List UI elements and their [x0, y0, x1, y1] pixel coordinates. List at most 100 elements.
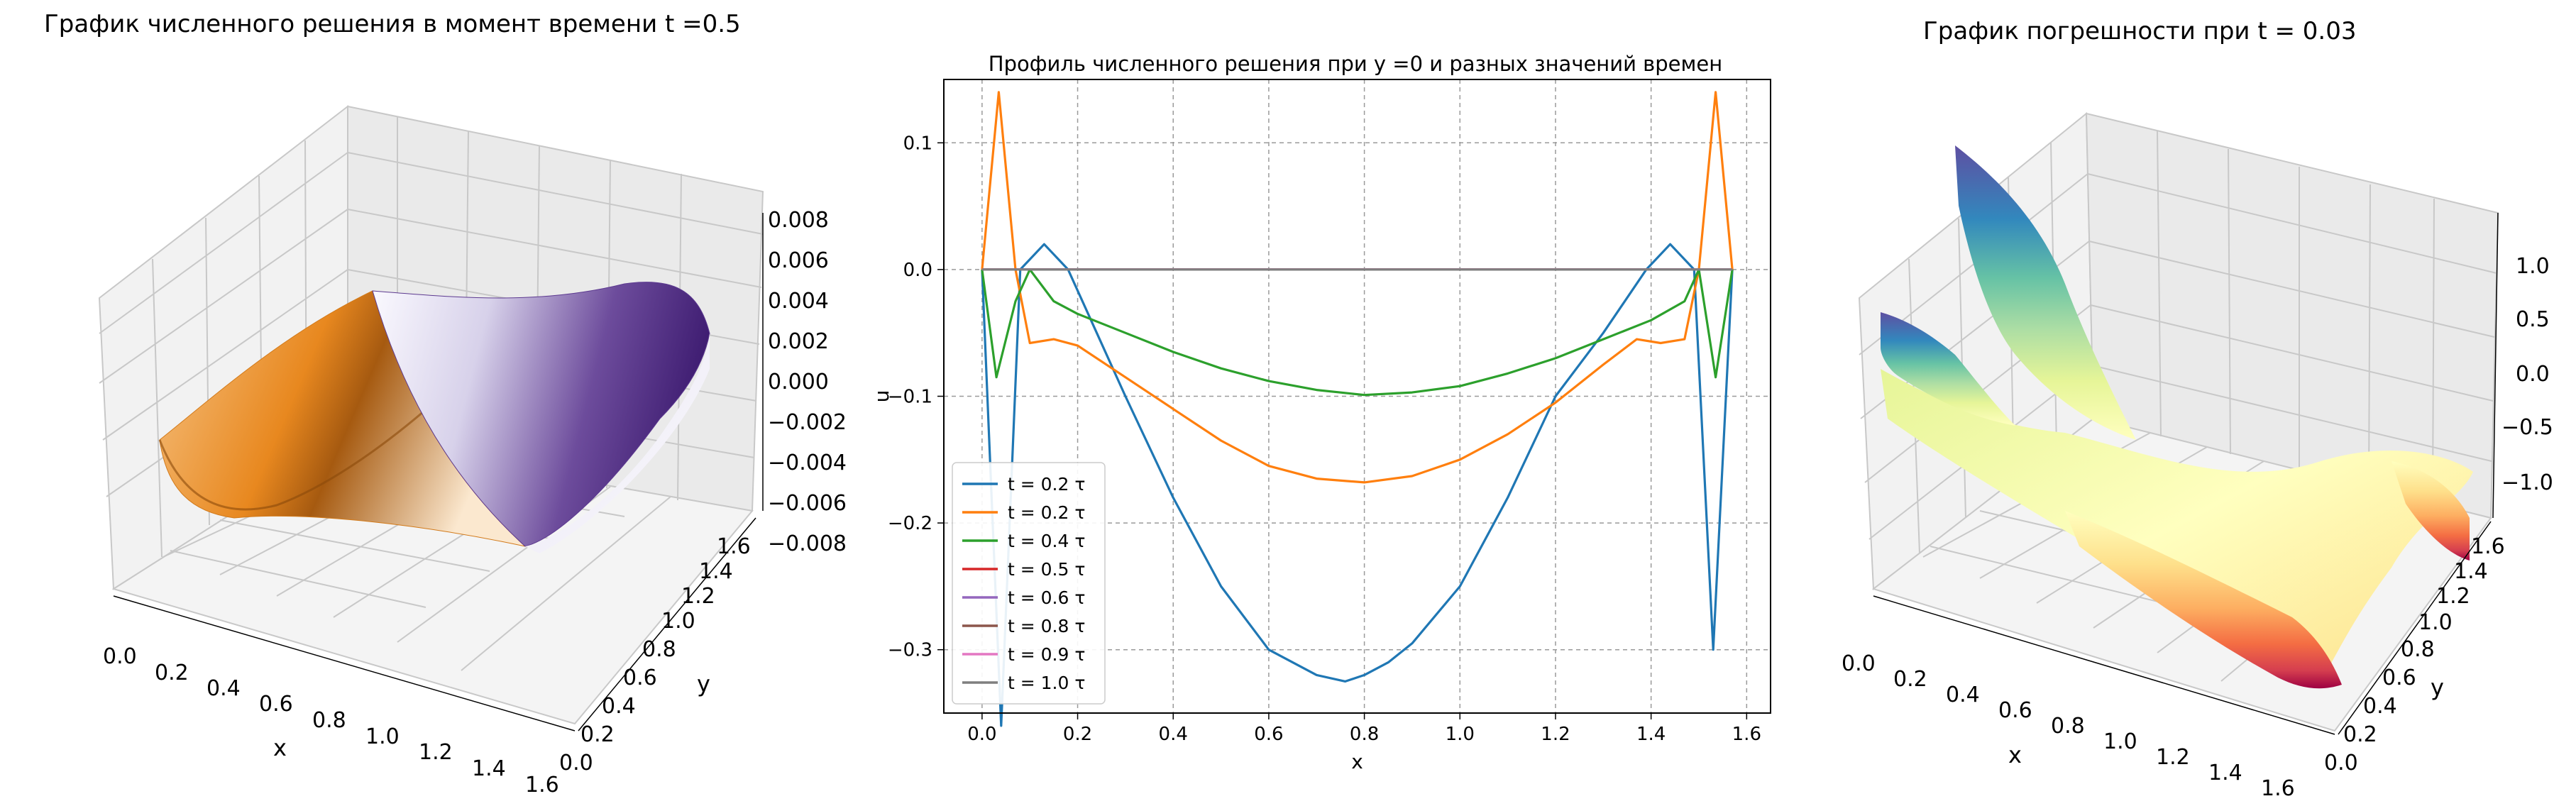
left-y-tick-label: 1.0 [661, 609, 695, 634]
chart-title: Профиль численного решения при y =0 и ра… [989, 52, 1722, 76]
x-tick-label: 1.6 [1732, 724, 1761, 745]
legend-label: t = 0.6 τ [1008, 587, 1085, 608]
left-y-tick-label: 1.2 [681, 584, 715, 609]
right-x-tick-label: 0.4 [1946, 683, 1980, 707]
left-z-tick-label: 0.002 [768, 329, 829, 354]
left-x-axis-label: x [273, 734, 287, 761]
left-y-axis-label: y [697, 670, 710, 697]
y-axis-label: u [870, 390, 893, 403]
right-y-tick-label: 0.6 [2382, 666, 2416, 690]
chart-series [981, 91, 1734, 727]
left-x-tick-label: 1.2 [419, 740, 453, 765]
right-z-tick-label: 1.0 [2516, 254, 2550, 279]
right-z-axis: 1.0 0.5 0.0 −0.5 −1.0 [2492, 212, 2553, 519]
right-y-tick-label: 0.0 [2324, 751, 2358, 775]
right-y-axis-label: y [2431, 674, 2444, 701]
right-3d-plot: 1.0 0.5 0.0 −0.5 −1.0 0.0 0.2 0.4 0.6 0.… [1842, 111, 2553, 801]
right-z-tick-label: −0.5 [2501, 415, 2553, 440]
left-y-tick-label: 0.0 [559, 751, 593, 775]
chart-ticks: 0.0 0.2 0.4 0.6 0.8 1.0 1.2 1.4 1.6 0.1 0.0 −0.1 −0.… [888, 133, 1761, 745]
right-surface [1881, 145, 2473, 689]
series-line-2 [981, 268, 1734, 397]
right-z-tick-label: 0.5 [2516, 307, 2550, 332]
x-tick-label: 0.6 [1254, 724, 1283, 745]
series-line-1 [981, 91, 1734, 484]
legend-label: t = 0.4 τ [1008, 531, 1085, 551]
right-x-tick-label: 1.0 [2103, 729, 2137, 754]
right-y-tick-label: 1.4 [2454, 559, 2488, 584]
left-x-axis: 0.0 0.2 0.4 0.6 0.8 1.0 1.2 1.4 1.6 x [103, 595, 576, 797]
x-tick-label: 0.0 [967, 724, 996, 745]
left-surface-purple-lobe [372, 282, 710, 547]
left-y-axis: 0.0 0.2 0.4 0.6 0.8 1.0 1.2 1.4 1.6 y [559, 517, 756, 775]
profile-line-chart: Профиль численного решения при y =0 и ра… [870, 52, 1771, 773]
legend: t = 0.2 τ t = 0.2 τ t = 0.4 τ t = 0.5 τ t = … [952, 462, 1106, 705]
left-3d-plot: 0.008 0.006 0.004 0.002 0.000 −0.002 −0.… [98, 104, 847, 797]
right-y-tick-label: 1.6 [2471, 534, 2505, 559]
y-tick-label: −0.2 [888, 513, 932, 534]
left-x-tick-label: 0.6 [259, 692, 293, 717]
right-x-tick-label: 1.6 [2261, 776, 2295, 801]
x-tick-label: 1.4 [1636, 724, 1666, 745]
left-x-tick-label: 0.2 [155, 661, 189, 685]
right-plot-title: График погрешности при t = 0.03 [1923, 17, 2357, 45]
legend-label: t = 0.8 τ [1008, 616, 1085, 636]
legend-label: t = 0.9 τ [1008, 644, 1085, 665]
right-x-tick-label: 0.8 [2051, 714, 2085, 739]
left-x-tick-label: 0.4 [207, 676, 241, 701]
left-x-tick-label: 0.0 [103, 644, 137, 669]
legend-label: t = 1.0 τ [1008, 673, 1085, 693]
left-y-axis-line [578, 517, 756, 732]
legend-label: t = 0.2 τ [1008, 474, 1085, 495]
y-tick-label: −0.3 [888, 640, 932, 661]
left-z-tick-label: −0.006 [768, 491, 847, 516]
left-x-tick-label: 1.6 [525, 773, 559, 797]
left-y-tick-label: 0.2 [580, 722, 615, 747]
right-y-tick-label: 0.8 [2401, 637, 2435, 662]
left-surface [158, 282, 710, 553]
right-x-tick-label: 1.2 [2156, 745, 2190, 770]
left-x-axis-line [113, 595, 576, 732]
left-z-tick-label: −0.008 [768, 531, 847, 556]
x-tick-label: 0.2 [1063, 724, 1092, 745]
right-z-tick-label: −1.0 [2501, 470, 2553, 495]
right-3d-plot-panel: График погрешности при t = 0.03 [1781, 0, 2576, 806]
left-x-tick-label: 1.0 [365, 724, 400, 749]
right-x-tick-label: 0.2 [1893, 667, 1927, 692]
right-y-tick-label: 0.4 [2363, 694, 2397, 719]
right-x-tick-label: 0.0 [1842, 651, 1876, 676]
right-x-axis-line [1873, 595, 2335, 735]
left-plot-title: График численного решения в момент време… [44, 10, 741, 38]
right-surface-blue-wing [1881, 312, 2015, 426]
right-y-tick-label: 1.0 [2418, 610, 2453, 635]
right-surface-red-trough [2065, 511, 2342, 689]
right-x-tick-label: 1.4 [2208, 761, 2242, 785]
left-z-tick-label: 0.006 [768, 248, 829, 273]
left-x-tick-label: 1.4 [472, 756, 506, 781]
legend-box [952, 462, 1106, 705]
right-surface-blue-peak [1955, 145, 2136, 440]
right-surface-center [1881, 369, 2473, 681]
x-tick-label: 1.2 [1541, 724, 1570, 745]
middle-line-chart-panel: Профиль численного решения при y =0 и ра… [859, 0, 1781, 806]
right-y-tick-label: 0.2 [2343, 722, 2377, 747]
left-y-tick-label: 0.4 [602, 694, 636, 719]
left-z-tick-label: −0.002 [768, 410, 847, 435]
right-y-axis-line [2338, 521, 2492, 735]
left-z-axis: 0.008 0.006 0.004 0.002 0.000 −0.002 −0.… [762, 208, 847, 556]
left-x-tick-label: 0.8 [312, 708, 346, 733]
right-x-axis-label: x [2008, 741, 2022, 768]
left-y-tick-label: 1.6 [717, 534, 751, 559]
left-surface-orange-trough [158, 396, 441, 511]
x-axis-label: x [1351, 750, 1363, 773]
left-y-tick-label: 0.6 [623, 666, 657, 690]
left-z-tick-label: 0.004 [768, 289, 829, 314]
y-tick-label: 0.0 [903, 260, 932, 281]
y-tick-label: −0.1 [888, 387, 932, 408]
series-line-0 [981, 243, 1734, 727]
x-tick-label: 1.0 [1446, 724, 1475, 745]
x-tick-label: 0.4 [1159, 724, 1188, 745]
left-z-tick-label: 0.000 [768, 370, 829, 394]
right-surface-red-wing [2391, 461, 2470, 561]
right-x-axis: 0.0 0.2 0.4 0.6 0.8 1.0 1.2 1.4 1.6 x [1842, 595, 2335, 801]
